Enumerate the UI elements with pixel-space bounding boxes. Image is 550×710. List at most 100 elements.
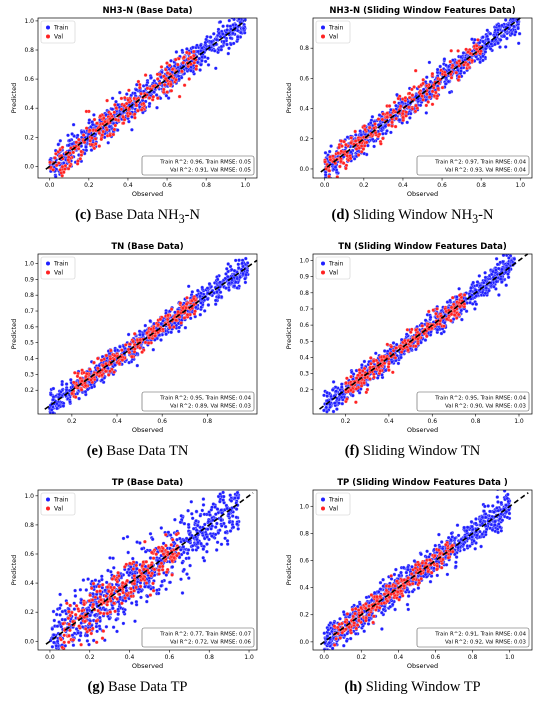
train-point <box>324 151 327 154</box>
train-point <box>235 516 238 519</box>
val-point <box>379 369 382 372</box>
val-point <box>416 342 419 345</box>
train-point <box>223 483 226 486</box>
train-point <box>112 566 115 569</box>
val-point <box>414 110 417 113</box>
train-point <box>496 42 499 45</box>
train-point <box>187 576 190 579</box>
val-point <box>62 171 65 174</box>
val-point <box>422 98 425 101</box>
val-point <box>431 90 434 93</box>
val-point <box>185 296 188 299</box>
train-point <box>213 49 216 52</box>
train-point <box>222 495 225 498</box>
caption-text: Base Data TN <box>103 443 189 459</box>
val-point <box>410 328 413 331</box>
val-point <box>357 153 360 156</box>
train-point <box>72 644 75 647</box>
train-point <box>476 280 479 283</box>
val-point <box>72 381 75 384</box>
train-point <box>164 588 167 591</box>
val-point <box>89 139 92 142</box>
val-point <box>372 127 375 130</box>
train-point <box>80 130 83 133</box>
y-tick-label: 1.0 <box>24 261 34 268</box>
train-point <box>138 330 141 333</box>
val-point <box>345 164 348 167</box>
legend-val-marker <box>321 271 325 275</box>
train-point <box>204 60 207 63</box>
train-point <box>497 267 500 270</box>
train-point <box>517 42 520 45</box>
val-point <box>102 130 105 133</box>
val-point <box>435 307 438 310</box>
val-point <box>113 111 116 114</box>
train-point <box>199 313 202 316</box>
val-point <box>195 65 198 68</box>
train-point <box>351 394 354 397</box>
val-point <box>105 128 108 131</box>
train-point <box>217 28 220 31</box>
val-point <box>445 317 448 320</box>
val-point <box>361 369 364 372</box>
val-point <box>124 343 127 346</box>
train-point <box>489 47 492 50</box>
val-point <box>92 361 95 364</box>
val-point <box>362 147 365 150</box>
val-point <box>55 164 58 167</box>
val-point <box>192 50 195 53</box>
y-tick-label: 0.5 <box>24 340 34 347</box>
train-point <box>242 27 245 30</box>
train-point <box>126 535 129 538</box>
train-point <box>360 363 363 366</box>
val-point <box>177 57 180 60</box>
val-point <box>476 38 479 41</box>
val-point <box>354 130 357 133</box>
train-point <box>68 400 71 403</box>
train-point <box>202 497 205 500</box>
val-point <box>354 401 357 404</box>
metrics-text: Val R^2: 0.93, Val RMSE: 0.04 <box>445 168 527 174</box>
train-point <box>214 67 217 70</box>
val-point <box>133 350 136 353</box>
train-point <box>88 118 91 121</box>
val-point <box>329 158 332 161</box>
train-point <box>469 286 472 289</box>
y-tick-label: 0.8 <box>299 290 309 297</box>
val-point <box>451 64 454 67</box>
val-point <box>154 334 157 337</box>
val-point <box>462 63 465 66</box>
train-point <box>478 61 481 64</box>
val-point <box>188 77 191 80</box>
train-point <box>332 410 335 413</box>
y-tick-label: 0.6 <box>299 75 309 82</box>
val-point <box>363 144 366 147</box>
val-point <box>123 118 126 121</box>
val-point <box>381 112 384 115</box>
train-point <box>208 282 211 285</box>
train-point <box>224 286 227 289</box>
val-point <box>457 78 460 81</box>
val-point <box>372 360 375 363</box>
train-point <box>190 512 193 515</box>
val-point <box>182 56 185 59</box>
y-tick-label: 0.8 <box>24 292 34 299</box>
y-tick-label: 0.3 <box>24 371 34 378</box>
train-point <box>62 404 65 407</box>
train-point <box>100 378 103 381</box>
train-point <box>201 286 204 289</box>
train-point <box>227 262 230 265</box>
x-tick-label: 0.8 <box>471 418 481 425</box>
y-tick-label: 0.7 <box>299 306 309 313</box>
val-point <box>450 306 453 309</box>
train-point <box>460 309 463 312</box>
train-point <box>149 76 152 79</box>
train-point <box>326 394 329 397</box>
val-point <box>85 127 88 130</box>
train-point <box>490 42 493 45</box>
train-point <box>228 19 231 22</box>
val-point <box>399 105 402 108</box>
train-point <box>372 145 375 148</box>
train-point <box>98 616 101 619</box>
val-point <box>405 111 408 114</box>
